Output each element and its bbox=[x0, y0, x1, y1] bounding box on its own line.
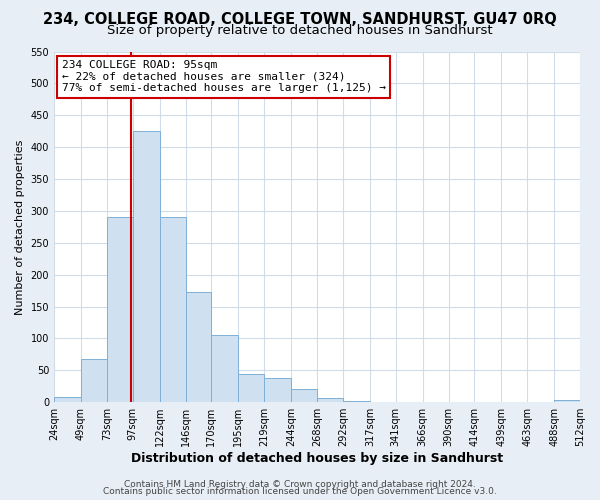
Bar bbox=[211, 334, 238, 402]
Bar bbox=[133, 131, 160, 402]
Text: Contains public sector information licensed under the Open Government Licence v3: Contains public sector information licen… bbox=[103, 487, 497, 496]
Y-axis label: Number of detached properties: Number of detached properties bbox=[15, 139, 25, 314]
Text: 234, COLLEGE ROAD, COLLEGE TOWN, SANDHURST, GU47 0RQ: 234, COLLEGE ROAD, COLLEGE TOWN, SANDHUR… bbox=[43, 12, 557, 28]
Bar bbox=[317, 398, 343, 402]
Bar bbox=[185, 292, 211, 402]
Bar bbox=[238, 374, 264, 402]
Bar bbox=[343, 401, 370, 402]
Text: Contains HM Land Registry data © Crown copyright and database right 2024.: Contains HM Land Registry data © Crown c… bbox=[124, 480, 476, 489]
X-axis label: Distribution of detached houses by size in Sandhurst: Distribution of detached houses by size … bbox=[131, 452, 503, 465]
Text: 234 COLLEGE ROAD: 95sqm
← 22% of detached houses are smaller (324)
77% of semi-d: 234 COLLEGE ROAD: 95sqm ← 22% of detache… bbox=[62, 60, 386, 94]
Bar bbox=[160, 218, 185, 402]
Bar bbox=[81, 359, 107, 402]
Bar bbox=[554, 400, 580, 402]
Text: Size of property relative to detached houses in Sandhurst: Size of property relative to detached ho… bbox=[107, 24, 493, 37]
Bar bbox=[54, 397, 81, 402]
Bar bbox=[264, 378, 291, 402]
Bar bbox=[107, 218, 133, 402]
Bar bbox=[291, 390, 317, 402]
